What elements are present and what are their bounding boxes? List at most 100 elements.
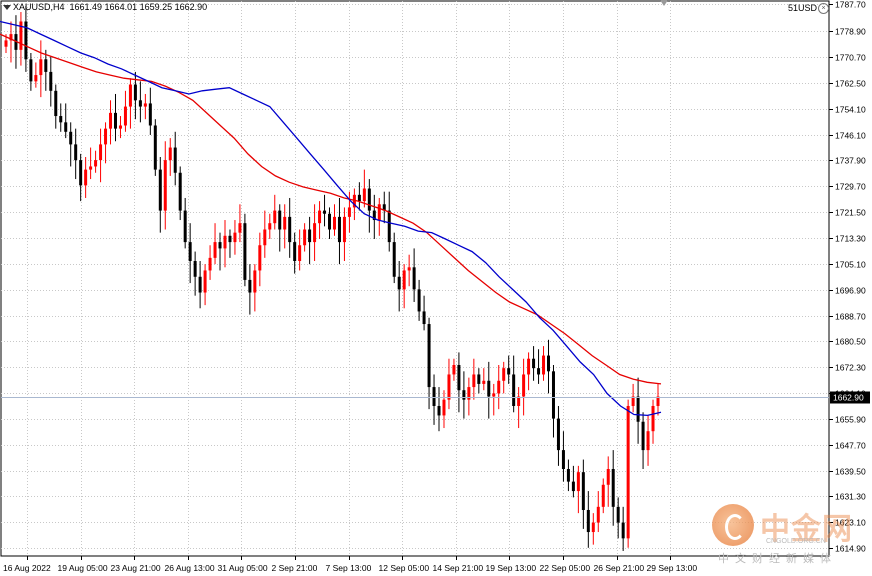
candle-body [223, 235, 227, 249]
candle-body [79, 160, 83, 186]
candle-body [397, 276, 401, 290]
candle-body [412, 267, 416, 290]
candle-body [228, 235, 232, 243]
y-tick-label: 1729.70 [835, 182, 866, 192]
candle-body [49, 71, 53, 91]
candle-body [462, 390, 466, 400]
ma-fast-line [0, 20, 662, 417]
candle-body [193, 261, 197, 277]
y-tick-label: 1787.70 [835, 0, 866, 10]
candle-body [104, 128, 108, 145]
candle-body [9, 34, 13, 41]
current-price-badge [830, 391, 870, 404]
candle-body [253, 270, 257, 293]
candle-body [143, 103, 147, 107]
candle-body [596, 506, 600, 523]
candle-body [29, 59, 33, 82]
candle-body [233, 232, 237, 243]
y-tick-label: 1721.50 [835, 208, 866, 218]
candle-body [641, 421, 645, 451]
y-tick-label: 1614.90 [835, 544, 866, 554]
candle-body [646, 431, 650, 451]
candle-body [318, 210, 322, 224]
y-tick-label: 1778.90 [835, 27, 866, 37]
candle-body [238, 223, 242, 233]
candle-body [258, 245, 262, 271]
x-tick-label: 26 Sep 21:00 [594, 563, 645, 573]
candle-body [109, 112, 113, 129]
candle-body [113, 112, 117, 129]
x-tick-label: 22 Sep 05:00 [540, 563, 591, 573]
candle-body [547, 355, 551, 372]
candle-body [188, 242, 192, 262]
candle-body [123, 106, 127, 126]
x-tick-label: 29 Sep 13:00 [647, 563, 698, 573]
x-tick-label: 23 Aug 21:00 [111, 563, 161, 573]
y-tick-label: 1631.30 [835, 492, 866, 502]
candle-body [407, 267, 411, 271]
candle-body [213, 242, 217, 258]
candle-body [128, 84, 132, 107]
candle-body [138, 100, 142, 107]
candle-body [457, 365, 461, 391]
candle-body [283, 216, 287, 230]
chart-shift-icon[interactable] [660, 0, 668, 6]
y-tick-label: 1705.10 [835, 260, 866, 270]
candle-body [502, 368, 506, 381]
candle-body [99, 144, 103, 161]
candle-body [148, 103, 152, 126]
candle-body [621, 522, 625, 539]
candle-body [512, 374, 516, 406]
candle-body [382, 204, 386, 211]
candle-body [472, 374, 476, 388]
candle-body [44, 59, 48, 72]
candle-body [527, 358, 531, 375]
candle-body [278, 210, 282, 230]
y-tick-label: 1655.90 [835, 415, 866, 425]
candle-body [173, 147, 177, 173]
candle-body [362, 188, 366, 202]
candle-body [432, 387, 436, 406]
x-tick-label: 2 Sep 21:00 [272, 563, 318, 573]
cngold-logo-icon [712, 504, 754, 546]
y-tick-label: 1713.30 [835, 234, 866, 244]
candle-body [402, 270, 406, 290]
candle-body [651, 405, 655, 432]
candle-body [54, 90, 58, 117]
candle-body [59, 116, 63, 123]
y-tick-label: 1680.50 [835, 337, 866, 347]
y-tick-label: 1737.90 [835, 156, 866, 166]
chart-title: XAUUSD,H4 1661.49 1664.01 1659.25 1662.90 [3, 2, 207, 12]
candle-body [566, 469, 570, 482]
candle-body [606, 469, 610, 485]
candle-body [24, 21, 28, 60]
candle-body [497, 380, 501, 394]
candle-body [517, 396, 521, 406]
current-price-label: 1662.90 [833, 393, 864, 403]
y-tick-label: 1754.10 [835, 105, 866, 115]
candle-body [507, 368, 511, 375]
candle-body [168, 147, 172, 161]
candle-body [357, 194, 361, 202]
candle-body [482, 380, 486, 384]
candle-body [571, 481, 575, 492]
candle-body [342, 216, 346, 243]
close-icon[interactable]: × [818, 3, 829, 14]
candle-body [591, 522, 595, 533]
candle-body [218, 242, 222, 249]
candle-body [89, 166, 93, 170]
x-tick-label: 26 Aug 13:00 [165, 563, 215, 573]
symbol-label: XAUUSD,H4 [13, 2, 65, 12]
candle-body [178, 172, 182, 211]
dropdown-icon[interactable] [3, 5, 11, 11]
candle-body [372, 210, 376, 221]
candle-body [537, 368, 541, 375]
candle-body [203, 270, 207, 293]
x-tick-label: 12 Sep 05:00 [379, 563, 430, 573]
candle-body [422, 311, 426, 325]
candle-body [293, 242, 297, 262]
candle-body [442, 399, 446, 416]
candle-body [84, 169, 88, 186]
candle-body [163, 160, 167, 211]
